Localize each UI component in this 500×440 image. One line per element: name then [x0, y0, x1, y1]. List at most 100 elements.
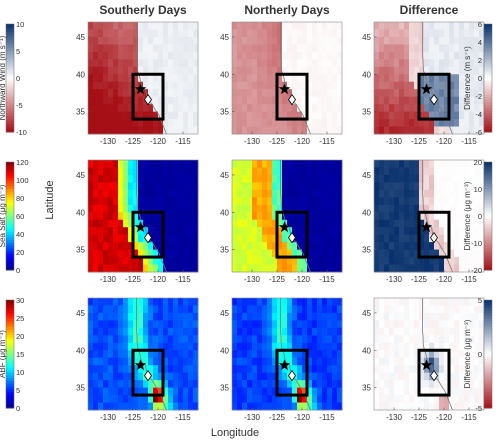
heatmap-cell	[173, 59, 179, 68]
heatmap-cell	[449, 96, 455, 105]
heatmap-cell	[88, 387, 94, 396]
colorbar-swatch	[6, 234, 14, 239]
heatmap-cell	[454, 51, 460, 60]
heatmap-cell	[113, 160, 119, 168]
heatmap-cell	[148, 104, 154, 112]
heatmap-cell	[424, 167, 430, 176]
heatmap-cell	[287, 305, 293, 314]
heatmap-cell	[257, 402, 263, 411]
heatmap-cell	[232, 402, 238, 411]
heatmap-cell	[148, 36, 154, 45]
heatmap-cell	[439, 402, 445, 411]
heatmap-cell	[297, 44, 303, 53]
heatmap-cell	[113, 81, 119, 90]
colorbar-swatch	[6, 75, 14, 79]
heatmap-cell	[464, 387, 470, 396]
heatmap-cell	[424, 204, 430, 213]
heatmap-cell	[404, 320, 410, 329]
heatmap-cell	[232, 395, 238, 403]
heatmap-cell	[277, 372, 283, 381]
heatmap-cell	[404, 212, 410, 221]
heatmap-cell	[128, 227, 134, 236]
heatmap-cell	[384, 227, 390, 236]
heatmap-cell	[317, 365, 323, 374]
heatmap-cell	[297, 96, 303, 105]
heatmap-cell	[317, 104, 323, 112]
heatmap-cell	[158, 219, 164, 228]
heatmap-cell	[158, 59, 164, 68]
heatmap-cell	[459, 312, 465, 321]
heatmap-cell	[113, 342, 119, 351]
heatmap-cell	[449, 167, 455, 176]
heatmap-cell	[434, 298, 440, 306]
heatmap-cell	[474, 342, 480, 351]
heatmap-cell	[282, 234, 288, 243]
heatmap-cell	[168, 298, 174, 306]
heatmap-cell	[153, 189, 159, 198]
colorbar-swatch	[484, 59, 492, 63]
heatmap-cell	[113, 335, 119, 344]
heatmap-cell	[307, 320, 313, 329]
heatmap-cell	[474, 395, 480, 403]
colorbar-swatch	[6, 199, 14, 203]
heatmap-cell	[434, 167, 440, 176]
heatmap-cell	[193, 89, 199, 98]
colorbar-swatch	[6, 378, 14, 382]
heatmap-cell	[479, 395, 485, 403]
heatmap-cell	[158, 320, 164, 329]
heatmap-cell	[307, 89, 313, 98]
heatmap-cell	[148, 327, 154, 336]
heatmap-cell	[133, 96, 139, 105]
heatmap-cell	[193, 29, 199, 38]
heatmap-cell	[193, 96, 199, 105]
heatmap-cell	[257, 204, 263, 213]
heatmap-cell	[193, 74, 199, 83]
heatmap-cell	[118, 257, 124, 265]
colorbar-swatch	[6, 126, 14, 130]
heatmap-cell	[414, 387, 420, 396]
heatmap-cell	[469, 257, 475, 265]
x-tick-label: -120	[150, 413, 167, 422]
heatmap-cell	[327, 74, 333, 83]
colorbar-swatch	[484, 88, 492, 92]
heatmap-cell	[247, 81, 253, 90]
heatmap-cell	[188, 249, 194, 258]
heatmap-cell	[138, 22, 144, 30]
heatmap-cell	[337, 111, 343, 120]
heatmap-cell	[108, 22, 114, 30]
heatmap-cell	[242, 174, 248, 183]
heatmap-cell	[434, 182, 440, 191]
heatmap-cell	[183, 365, 189, 374]
heatmap-cell	[277, 357, 283, 366]
heatmap-cell	[183, 357, 189, 366]
heatmap-cell	[128, 66, 134, 75]
colorbar-swatch	[484, 94, 492, 98]
heatmap-cell	[419, 167, 425, 176]
heatmap-cell	[374, 212, 380, 221]
heatmap-cell	[277, 89, 283, 98]
heatmap-cell	[317, 204, 323, 213]
heatmap-cell	[282, 182, 288, 191]
heatmap-cell	[469, 197, 475, 206]
heatmap-cell	[178, 22, 184, 30]
heatmap-cell	[444, 189, 450, 198]
heatmap-cell	[158, 234, 164, 243]
heatmap-cell	[183, 227, 189, 236]
heatmap-cell	[133, 234, 139, 243]
heatmap-cell	[439, 96, 445, 105]
heatmap-cell	[123, 249, 129, 258]
heatmap-cell	[297, 380, 303, 388]
heatmap-cell	[312, 44, 318, 53]
heatmap-cell	[93, 380, 99, 388]
heatmap-cell	[374, 227, 380, 236]
heatmap-cell	[449, 197, 455, 206]
heatmap-cell	[409, 167, 415, 176]
heatmap-cell	[429, 320, 435, 329]
heatmap-cell	[424, 264, 430, 273]
heatmap-cell	[247, 36, 253, 45]
colorbar-swatch	[6, 397, 14, 401]
heatmap-cell	[163, 182, 169, 191]
heatmap-cell	[138, 320, 144, 329]
heatmap-cell	[108, 298, 114, 306]
